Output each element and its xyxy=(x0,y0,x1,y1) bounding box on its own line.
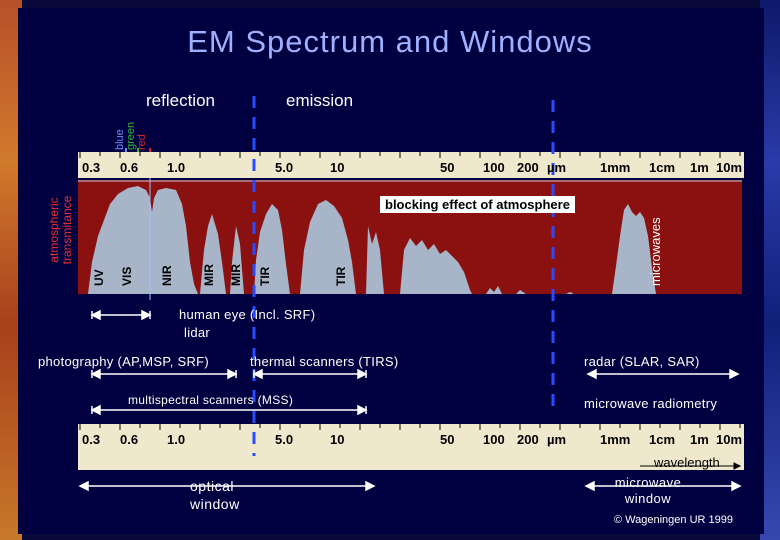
band-vis: VIS xyxy=(120,266,134,286)
bottom-tick-unit: µm xyxy=(547,432,567,447)
photography-label: photography (AP,MSP, SRF) xyxy=(38,354,210,369)
band-nir: NIR xyxy=(160,265,174,286)
top-tick-10m: 10m xyxy=(716,160,743,175)
atmospheric-windows-shape xyxy=(88,186,656,294)
band-tir-1: TIR xyxy=(258,266,272,286)
radar-label: radar (SLAR, SAR) xyxy=(584,354,700,369)
bottom-tick-1.0: 1.0 xyxy=(167,432,186,447)
mss-label: multispectral scanners (MSS) xyxy=(128,393,294,407)
bottom-tick-5.0: 5.0 xyxy=(275,432,294,447)
top-tick-1cm: 1cm xyxy=(649,160,676,175)
bottom-tick-1m: 1m xyxy=(690,432,709,447)
red-label: red xyxy=(136,134,148,150)
human-eye-label: human eye (Incl. SRF) xyxy=(179,307,316,322)
bottom-ruler-ticks xyxy=(79,424,741,430)
bottom-tick-50: 50 xyxy=(440,432,455,447)
bottom-tick-1mm: 1mm xyxy=(600,432,631,447)
transmittance-axis-label: atmospheric transmitance xyxy=(47,195,74,265)
top-ruler-strip xyxy=(78,152,744,178)
page-title: EM Spectrum and Windows xyxy=(187,24,593,59)
wavelength-label: wavelength xyxy=(654,455,720,470)
bottom-tick-10: 10 xyxy=(330,432,345,447)
reflection-label: reflection xyxy=(146,91,215,110)
blocking-effect-label: blocking effect of atmosphere xyxy=(380,196,575,213)
band-uv: UV xyxy=(92,269,106,286)
bottom-ruler-strip xyxy=(78,424,744,470)
top-tick-1mm: 1mm xyxy=(600,160,631,175)
bottom-tick-10m: 10m xyxy=(716,432,743,447)
top-tick-1m: 1m xyxy=(690,160,709,175)
top-tick-0.6: 0.6 xyxy=(120,160,139,175)
band-microwaves: microwaves xyxy=(648,217,663,286)
microwave-radiometry-label: microwave radiometry xyxy=(584,396,718,411)
bottom-tick-1cm: 1cm xyxy=(649,432,676,447)
optical-window-label: optical window xyxy=(190,478,240,512)
bottom-tick-100: 100 xyxy=(483,432,505,447)
bottom-tick-0.3: 0.3 xyxy=(82,432,101,447)
thermal-scanners-label: thermal scanners (TIRS) xyxy=(250,354,399,369)
lidar-label: lidar xyxy=(184,325,211,340)
emission-label: emission xyxy=(286,91,354,110)
bottom-tick-0.6: 0.6 xyxy=(120,432,139,447)
top-tick-10: 10 xyxy=(330,160,345,175)
band-mir-1: MIR xyxy=(202,264,216,286)
bottom-tick-200: 200 xyxy=(517,432,539,447)
top-tick-200: 200 xyxy=(517,160,539,175)
band-tir-2: TIR xyxy=(334,266,348,286)
copyright-label: © Wageningen UR 1999 xyxy=(614,514,733,526)
top-tick-1.0: 1.0 xyxy=(167,160,186,175)
top-tick-50: 50 xyxy=(440,160,455,175)
background-left-strip xyxy=(0,0,22,540)
microwave-window-label: microwave window xyxy=(614,475,682,506)
wavelength-axis-arrow xyxy=(640,462,742,470)
top-tick-5.0: 5.0 xyxy=(275,160,294,175)
top-tick-100: 100 xyxy=(483,160,505,175)
sensor-arrows xyxy=(78,309,742,492)
top-ruler-ticks xyxy=(79,152,741,158)
top-tick-unit: µm xyxy=(547,160,567,175)
top-tick-0.3: 0.3 xyxy=(82,160,101,175)
background-right-strip xyxy=(760,0,780,540)
band-mir-2: MIR xyxy=(229,264,243,286)
